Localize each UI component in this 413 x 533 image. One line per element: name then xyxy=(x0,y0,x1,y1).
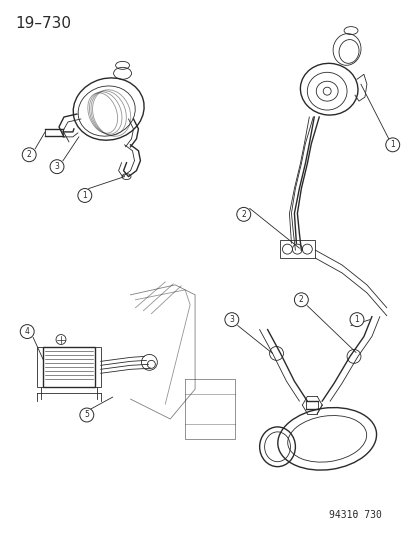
Circle shape xyxy=(80,408,93,422)
Circle shape xyxy=(236,207,250,221)
Text: 5: 5 xyxy=(84,410,89,419)
Bar xyxy=(37,348,43,387)
Text: 19–730: 19–730 xyxy=(15,15,71,31)
Circle shape xyxy=(22,148,36,161)
Circle shape xyxy=(20,325,34,338)
Text: 9431θ 730: 9431θ 730 xyxy=(328,510,381,520)
Circle shape xyxy=(294,293,308,306)
Text: 1: 1 xyxy=(82,191,87,200)
Circle shape xyxy=(349,313,363,327)
Text: 4: 4 xyxy=(25,327,30,336)
Circle shape xyxy=(50,160,64,174)
Text: 2: 2 xyxy=(298,295,303,304)
Bar xyxy=(95,348,100,387)
Text: 2: 2 xyxy=(27,150,31,159)
Text: 3: 3 xyxy=(55,162,59,171)
Bar xyxy=(43,348,95,387)
Text: 2: 2 xyxy=(241,210,246,219)
Text: 3: 3 xyxy=(229,315,234,324)
Text: 1: 1 xyxy=(354,315,358,324)
Circle shape xyxy=(385,138,399,152)
Circle shape xyxy=(78,189,92,203)
Text: 1: 1 xyxy=(389,140,394,149)
Circle shape xyxy=(224,313,238,327)
